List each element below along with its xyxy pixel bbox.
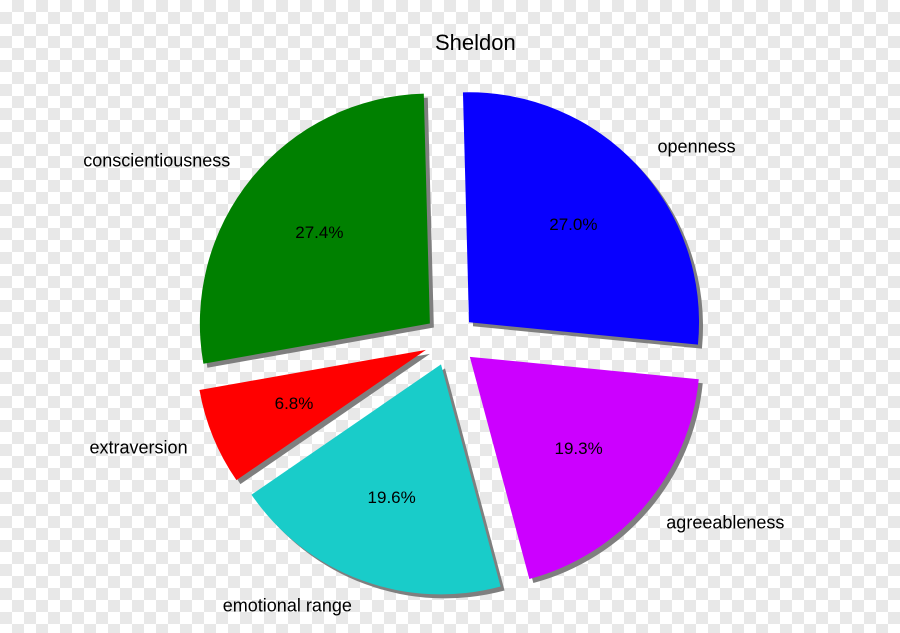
pie-pct-label: 19.3% xyxy=(554,439,602,459)
pie-ext-label: conscientiousness xyxy=(83,150,230,171)
pie-pct-label: 27.0% xyxy=(549,215,597,235)
pie-chart: 19.3% agreeableness 27.0% openness 27.4% cons… xyxy=(0,0,900,633)
pie-pct-label: 27.4% xyxy=(295,223,343,243)
pie-ext-label: openness xyxy=(658,136,736,157)
chart-title: Sheldon xyxy=(435,30,516,56)
pie-ext-label: extraversion xyxy=(90,437,188,458)
pie-ext-label: agreeableness xyxy=(666,513,784,534)
pie-slice xyxy=(470,357,699,579)
pie-pct-label: 6.8% xyxy=(275,394,314,414)
pie-ext-label: emotional range xyxy=(223,596,352,617)
pie-pct-label: 19.6% xyxy=(368,488,416,508)
pie-svg xyxy=(0,0,900,633)
